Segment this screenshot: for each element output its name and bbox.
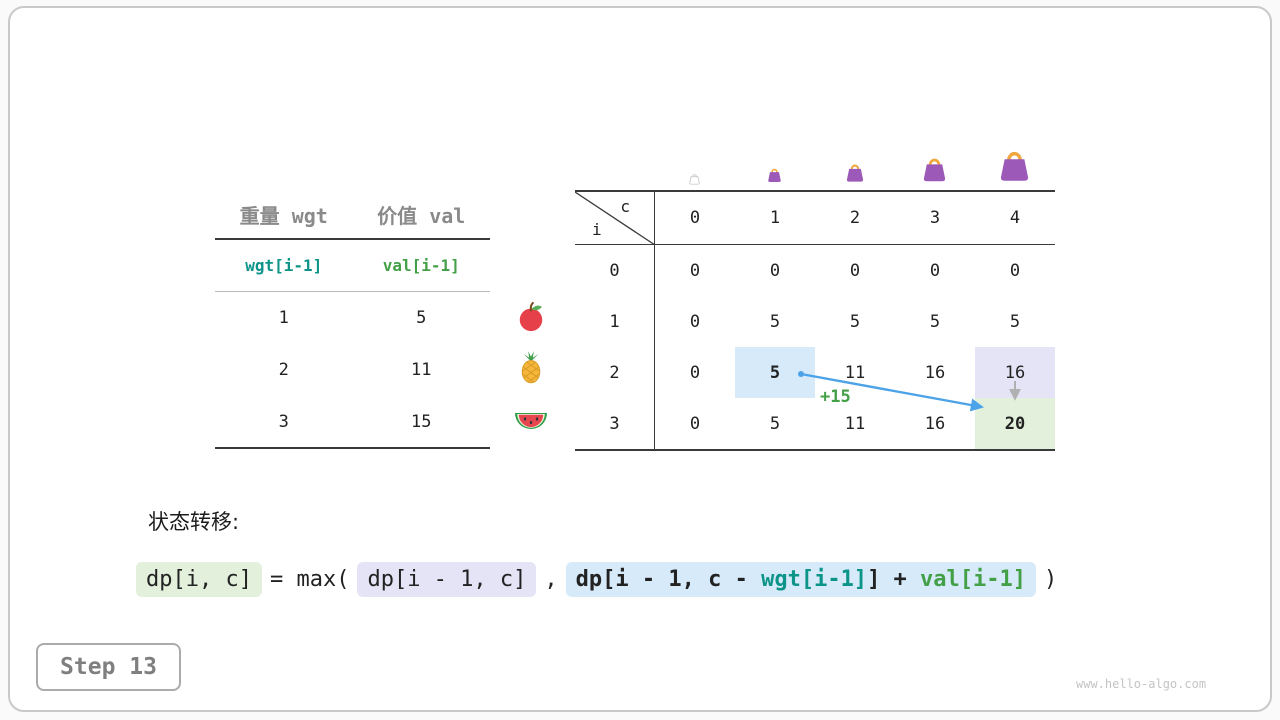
bag-icon-capacity-2 xyxy=(844,161,866,187)
item-weight: 2 xyxy=(278,360,289,380)
formula-dp-take: dp[i - 1, c - wgt[i-1]] + val[i-1] xyxy=(565,562,1037,597)
dp-cell-compare: 16 xyxy=(975,347,1055,398)
dp-table: c i 0 1 2 3 4 0 0 0 0 0 0 1 0 5 5 5 5 2 … xyxy=(575,190,1055,451)
dp-axis-corner: c i xyxy=(575,192,655,245)
item-row: 1 5 xyxy=(215,292,490,344)
formula-operator: = max( xyxy=(269,567,350,592)
bag-icon-capacity-4 xyxy=(996,146,1033,187)
dp-cell: 16 xyxy=(924,362,946,383)
generic-value-cell: val[i-1] xyxy=(382,256,460,275)
dp-cell: 5 xyxy=(1009,311,1021,332)
value-gain-label: +15 xyxy=(820,387,851,407)
apple-icon xyxy=(516,301,546,337)
dp-col-header: 1 xyxy=(735,192,815,245)
dp-cell: 0 xyxy=(769,260,781,281)
dp-col-header: 4 xyxy=(975,192,1055,245)
state-transition-formula: dp[i, c] = max( dp[i - 1, c] , dp[i - 1,… xyxy=(136,562,1065,597)
dp-row-label: 0 xyxy=(575,245,655,296)
items-col-weight-header: 重量 wgt xyxy=(239,203,328,228)
dp-row-label: 1 xyxy=(575,296,655,347)
bag-icon-capacity-1 xyxy=(766,166,783,187)
step-label: Step 13 xyxy=(60,654,157,680)
formula-take-infix: ] + xyxy=(867,567,921,592)
dp-cell: 5 xyxy=(769,311,781,332)
dp-cell-source: 5 xyxy=(735,347,815,398)
generic-weight-cell: wgt[i-1] xyxy=(245,256,323,275)
dp-cell-result: 20 xyxy=(975,398,1055,449)
pineapple-icon xyxy=(518,350,544,388)
item-value: 5 xyxy=(416,308,427,328)
dp-cell: 0 xyxy=(689,362,701,383)
dp-cell: 5 xyxy=(769,413,781,434)
formula-take-value: val[i-1] xyxy=(920,567,1027,592)
item-weight: 3 xyxy=(278,411,289,432)
step-badge: Step 13 xyxy=(36,643,181,691)
formula-closing: ) xyxy=(1044,567,1058,592)
bag-icon-capacity-0 xyxy=(688,170,701,189)
bag-icon-capacity-3 xyxy=(920,154,949,187)
dp-cell: 0 xyxy=(849,260,861,281)
dp-row-label: 3 xyxy=(575,398,655,449)
dp-col-header: 2 xyxy=(815,192,895,245)
items-generic-row: wgt[i-1] val[i-1] xyxy=(215,240,490,292)
items-table: 重量 wgt 价值 val wgt[i-1] val[i-1] 1 5 2 11… xyxy=(215,190,490,449)
state-transition-heading: 状态转移: xyxy=(148,510,240,534)
item-value: 11 xyxy=(411,360,432,380)
dp-col-header: 0 xyxy=(655,192,735,245)
axis-diagonal-line xyxy=(575,192,655,245)
dp-row-label: 2 xyxy=(575,347,655,398)
formula-take-prefix: dp[i - 1, c - xyxy=(575,567,762,592)
dp-col-header: 3 xyxy=(895,192,975,245)
dp-cell: 0 xyxy=(929,260,941,281)
watermark: www.hello-algo.com xyxy=(1076,677,1207,691)
items-col-value-header: 价值 val xyxy=(377,203,466,228)
col-axis-label: c xyxy=(620,197,630,216)
dp-cell: 5 xyxy=(929,311,941,332)
dp-cell: 0 xyxy=(689,311,701,332)
dp-cell: 0 xyxy=(689,413,701,434)
item-weight: 1 xyxy=(278,308,289,328)
dp-cell: 5 xyxy=(849,311,861,332)
dp-cell: 11 xyxy=(844,413,866,434)
watermelon-icon xyxy=(514,408,548,439)
dp-cell: 16 xyxy=(924,413,946,434)
formula-dp-skip: dp[i - 1, c] xyxy=(357,562,537,597)
dp-cell: 0 xyxy=(689,260,701,281)
formula-take-weight: wgt[i-1] xyxy=(761,567,868,592)
items-table-header-row: 重量 wgt 价值 val xyxy=(215,190,490,240)
item-row: 3 15 xyxy=(215,396,490,447)
item-row: 2 11 xyxy=(215,344,490,396)
formula-separator: , xyxy=(544,567,558,592)
row-axis-label: i xyxy=(592,220,602,239)
item-value: 15 xyxy=(411,411,432,432)
dp-cell: 0 xyxy=(1009,260,1021,281)
formula-dp-current: dp[i, c] xyxy=(136,562,262,597)
